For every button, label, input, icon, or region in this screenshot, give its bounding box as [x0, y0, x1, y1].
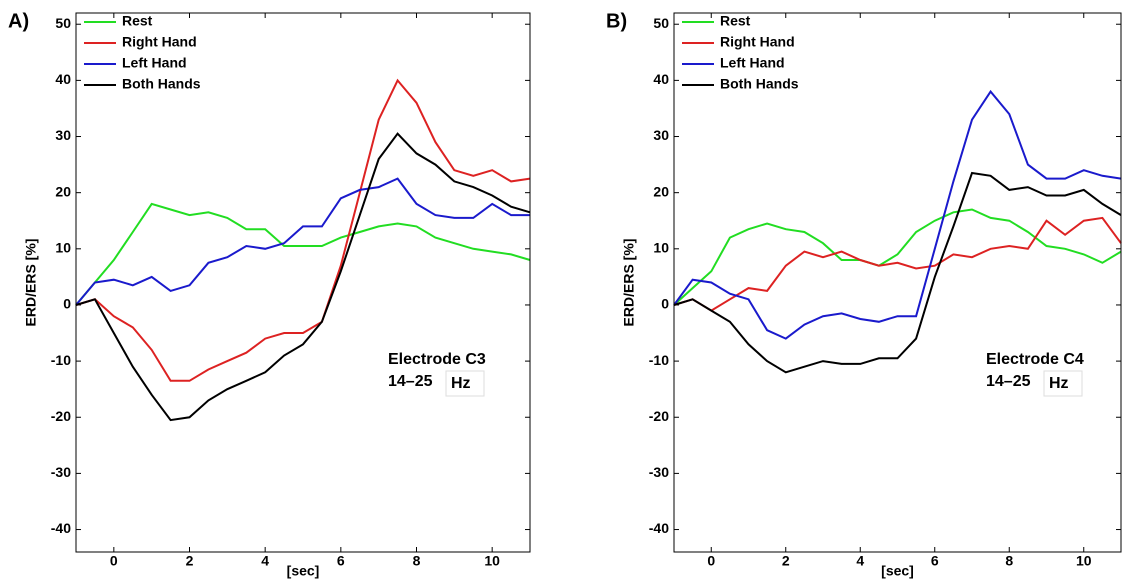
data-line	[673, 171, 1122, 374]
data-line	[673, 216, 1122, 312]
y-tick-label: 50	[653, 15, 669, 31]
x-tick-label: 2	[186, 553, 194, 569]
y-tick-label: 20	[55, 183, 71, 199]
axes-frame	[673, 12, 1122, 553]
x-axis-label: [sec]	[287, 563, 320, 579]
x-tick-label: 0	[707, 553, 715, 569]
data-line	[673, 89, 1122, 340]
panel-label: B)	[606, 10, 627, 32]
data-line	[75, 132, 531, 422]
x-tick-label: 6	[337, 553, 345, 569]
legend-label: Left Hand	[720, 55, 785, 71]
y-tick-label: 30	[55, 127, 71, 143]
y-tick-label: -40	[649, 520, 669, 536]
y-tick-label: -10	[51, 352, 71, 368]
x-tick-label: 10	[1076, 553, 1092, 569]
legend-label: Both Hands	[122, 76, 201, 92]
x-tick-label: 0	[110, 553, 118, 569]
legend-label: Left Hand	[122, 55, 187, 71]
data-line	[75, 78, 531, 382]
y-tick-label: -30	[649, 464, 669, 480]
x-tick-label: 2	[782, 553, 790, 569]
y-axis-label: ERD/ERS [%]	[23, 239, 39, 327]
annotation-box	[1043, 370, 1083, 397]
annotation: Electrode C3	[388, 351, 486, 368]
annotation: Hz	[1049, 375, 1069, 392]
y-tick-label: 10	[55, 240, 71, 256]
legend-label: Rest	[122, 13, 153, 29]
y-tick-label: -20	[649, 408, 669, 424]
y-tick-label: 0	[661, 296, 669, 312]
x-tick-label: 10	[484, 553, 500, 569]
x-tick-label: 6	[931, 553, 939, 569]
data-line	[75, 177, 530, 306]
x-tick-label: 8	[413, 553, 421, 569]
y-tick-label: -20	[51, 408, 71, 424]
legend-label: Right Hand	[122, 34, 197, 50]
y-tick-label: 50	[55, 15, 71, 31]
data-line	[673, 208, 1122, 306]
x-tick-label: 4	[856, 553, 864, 569]
y-tick-label: -30	[51, 464, 71, 480]
x-tick-label: 8	[1005, 553, 1013, 569]
annotation: 14–25	[388, 373, 433, 390]
x-tick-label: 4	[261, 553, 269, 569]
axes-frame	[75, 12, 531, 553]
y-tick-label: -10	[649, 352, 669, 368]
x-axis-label: [sec]	[881, 563, 914, 579]
y-tick-label: 0	[63, 296, 71, 312]
y-tick-label: 40	[653, 71, 669, 87]
y-tick-label: 40	[55, 71, 71, 87]
y-tick-label: 30	[653, 127, 669, 143]
legend-label: Rest	[720, 13, 751, 29]
annotation: Hz	[451, 375, 471, 392]
annotation: 14–25	[986, 373, 1031, 390]
annotation-box	[445, 370, 485, 397]
y-tick-label: 10	[653, 240, 669, 256]
legend-label: Right Hand	[720, 34, 795, 50]
y-tick-label: -40	[51, 520, 71, 536]
y-axis-label: ERD/ERS [%]	[621, 239, 637, 327]
data-line	[75, 202, 531, 306]
panel-label: A)	[8, 10, 29, 32]
legend-label: Both Hands	[720, 76, 799, 92]
annotation: Electrode C4	[986, 351, 1084, 368]
y-tick-label: 20	[653, 183, 669, 199]
